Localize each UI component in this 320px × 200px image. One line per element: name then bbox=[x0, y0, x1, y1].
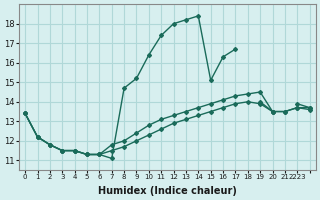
X-axis label: Humidex (Indice chaleur): Humidex (Indice chaleur) bbox=[98, 186, 237, 196]
